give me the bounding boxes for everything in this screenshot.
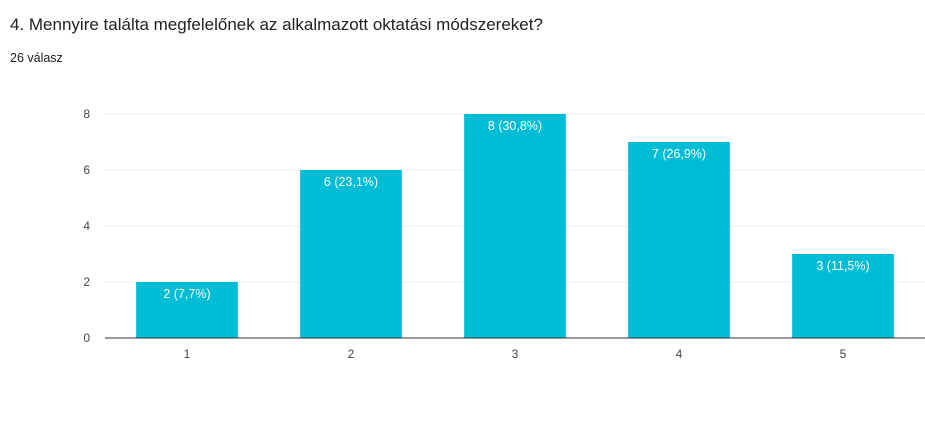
question-title: 4. Mennyire találta megfelelőnek az alka… (10, 15, 543, 34)
bar-1 (136, 282, 238, 338)
y-tick-label: 0 (83, 331, 90, 345)
y-axis-ticks: 0 2 4 6 8 (83, 107, 90, 345)
x-tick-label: 4 (676, 347, 683, 361)
data-label: 6 (23,1%) (324, 175, 378, 189)
bar-3 (464, 114, 566, 338)
response-count: 26 válasz (10, 51, 63, 65)
x-tick-label: 3 (512, 347, 519, 361)
x-tick-label: 1 (184, 347, 191, 361)
y-tick-label: 4 (83, 219, 90, 233)
data-label: 8 (30,8%) (488, 119, 542, 133)
data-label: 2 (7,7%) (163, 287, 210, 301)
data-label: 7 (26,9%) (652, 147, 706, 161)
bar-2 (300, 170, 402, 338)
bar-4 (628, 142, 730, 338)
bars (136, 114, 894, 338)
y-tick-label: 2 (83, 275, 90, 289)
x-tick-label: 2 (348, 347, 355, 361)
x-axis-ticks: 1 2 3 4 5 (184, 347, 847, 361)
y-tick-label: 8 (83, 107, 90, 121)
data-labels: 2 (7,7%) 6 (23,1%) 8 (30,8%) 7 (26,9%) 3 (11… (163, 119, 869, 301)
x-tick-label: 5 (840, 347, 847, 361)
data-label: 3 (11,5%) (816, 259, 869, 273)
bar-5 (792, 254, 894, 338)
y-tick-label: 6 (83, 163, 90, 177)
